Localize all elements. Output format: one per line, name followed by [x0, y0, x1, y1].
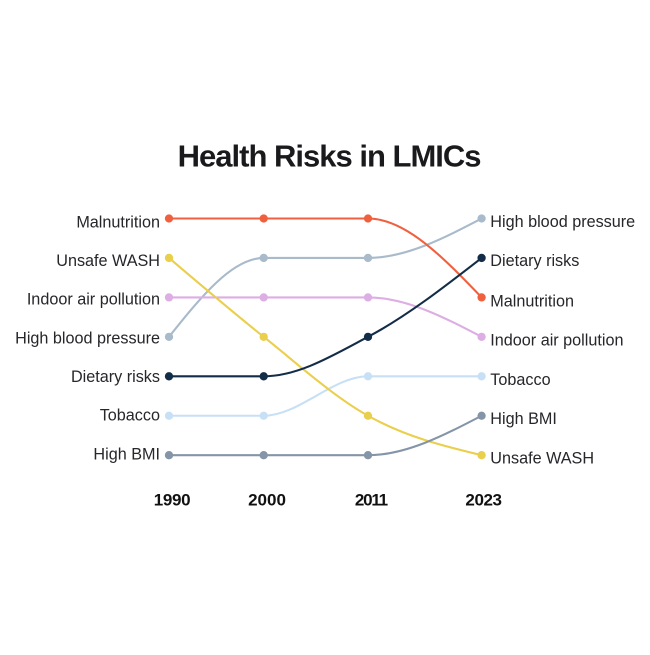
svg-text:1990: 1990 — [154, 491, 191, 510]
svg-text:Dietary risks: Dietary risks — [490, 252, 579, 270]
svg-text:High BMI: High BMI — [490, 410, 557, 428]
svg-text:Malnutrition: Malnutrition — [76, 214, 160, 232]
svg-text:Indoor air pollution: Indoor air pollution — [490, 332, 623, 350]
svg-text:Tobacco: Tobacco — [100, 407, 160, 425]
svg-text:High blood pressure: High blood pressure — [15, 329, 160, 347]
svg-text:2011: 2011 — [355, 491, 388, 510]
svg-text:High BMI: High BMI — [93, 445, 160, 463]
svg-text:Malnutrition: Malnutrition — [490, 292, 574, 310]
svg-text:Dietary risks: Dietary risks — [71, 368, 160, 386]
svg-text:High blood pressure: High blood pressure — [490, 213, 635, 231]
svg-text:Indoor air pollution: Indoor air pollution — [27, 290, 160, 308]
svg-text:2023: 2023 — [465, 491, 501, 510]
svg-text:Unsafe WASH: Unsafe WASH — [56, 252, 160, 270]
svg-text:Unsafe WASH: Unsafe WASH — [490, 449, 594, 467]
svg-text:2000: 2000 — [248, 491, 286, 510]
svg-text:Health Risks in LMICs: Health Risks in LMICs — [178, 139, 481, 174]
svg-text:Tobacco: Tobacco — [490, 371, 550, 389]
